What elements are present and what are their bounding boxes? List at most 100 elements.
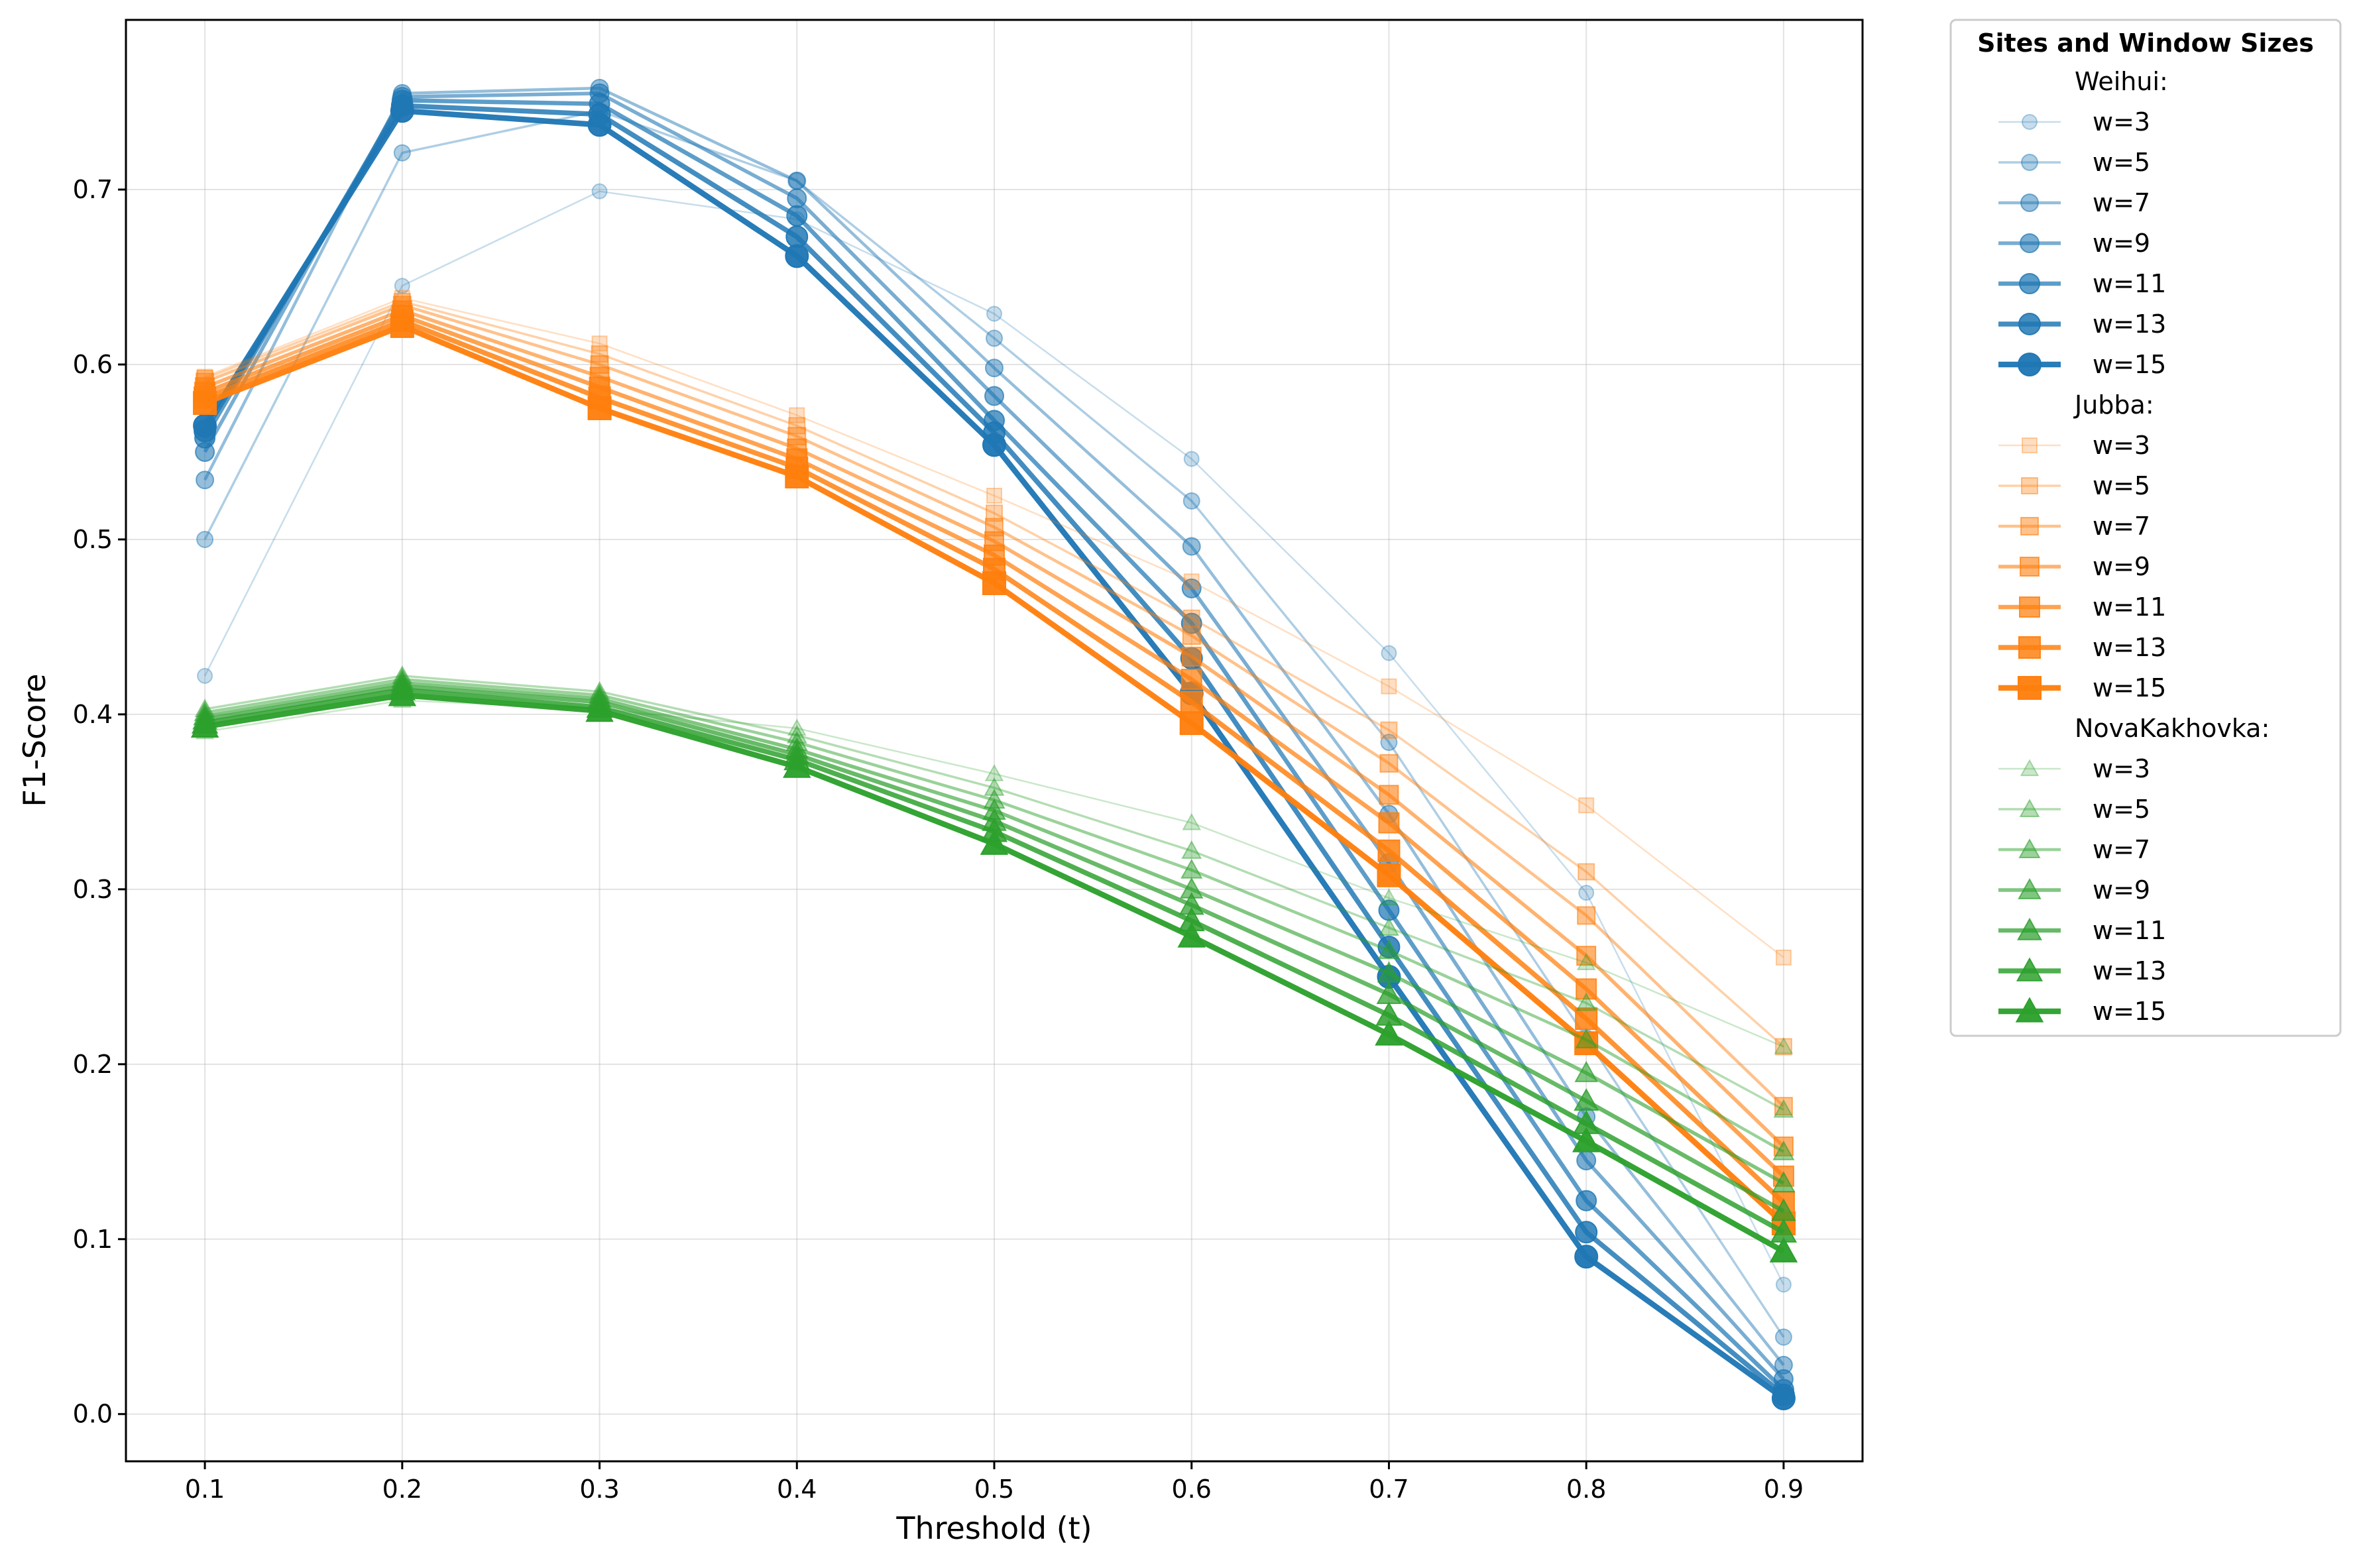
legend-header-jubba: Jubba: [2073, 390, 2154, 420]
data-point-jubba [982, 571, 1006, 595]
data-point-novakakhovka [585, 697, 614, 722]
x-tick-label: 0.7 [1369, 1475, 1409, 1504]
series-jubba-w3 [197, 290, 1792, 966]
data-point-weihui [1576, 1190, 1597, 1211]
data-point-weihui [1578, 885, 1595, 901]
y-tick-label: 0.7 [73, 175, 113, 204]
data-point-jubba [986, 487, 1002, 504]
data-point-jubba [1377, 863, 1401, 887]
data-point-novakakhovka [1379, 888, 1399, 906]
legend-marker [2017, 917, 2042, 940]
legend-marker [2018, 877, 2042, 899]
data-point-novakakhovka [1572, 1127, 1601, 1152]
data-point-novakakhovka [1377, 939, 1401, 960]
x-tick-label: 0.1 [185, 1475, 225, 1504]
data-point-jubba [1179, 711, 1204, 736]
data-point-novakakhovka [1769, 1237, 1798, 1262]
data-point-weihui [1574, 1245, 1599, 1269]
data-point-weihui [986, 306, 1002, 322]
legend-entry-label: w=11 [2093, 592, 2166, 622]
data-point-novakakhovka [1576, 953, 1596, 970]
legend-entry-label: w=9 [2093, 875, 2150, 905]
data-point-jubba [1774, 1097, 1793, 1116]
y-tick-label: 0.2 [73, 1050, 113, 1079]
data-point-jubba [1578, 797, 1595, 814]
series-line-jubba [204, 300, 1785, 1048]
data-point-novakakhovka [190, 712, 219, 738]
data-point-weihui [1775, 1276, 1792, 1293]
data-point-jubba [1377, 839, 1401, 862]
data-point-novakakhovka [1773, 1099, 1794, 1118]
data-point-weihui [1575, 1221, 1598, 1244]
y-tick-label: 0.4 [73, 700, 113, 729]
legend-entry-label: w=13 [2093, 309, 2166, 339]
series-line-jubba [204, 303, 1785, 1107]
data-point-jubba [390, 313, 414, 338]
data-point-weihui [785, 244, 809, 268]
data-point-jubba [1183, 573, 1200, 590]
y-axis-ticks: 0.0 0.1 0.2 0.3 0.4 0.5 0.6 0.7 [73, 175, 126, 1429]
data-point-jubba [785, 464, 809, 488]
data-point-novakakhovka [1181, 840, 1202, 859]
data-point-weihui [394, 278, 410, 294]
data-point-weihui [1182, 492, 1200, 510]
series-line-weihui [203, 190, 1785, 1285]
legend-entry-label: w=9 [2093, 229, 2150, 258]
x-tick-label: 0.5 [974, 1475, 1014, 1504]
series-jubba-w7 [196, 296, 1793, 1116]
data-point-novakakhovka [1772, 1140, 1795, 1160]
data-point-jubba [1181, 646, 1202, 667]
x-axis-label: Threshold (t) [895, 1510, 1092, 1546]
legend-marker [2022, 437, 2038, 453]
data-point-jubba [1775, 949, 1792, 966]
legend-marker [2018, 353, 2042, 376]
legend-marker [2018, 313, 2041, 335]
y-axis-label: F1-Score [17, 673, 52, 807]
data-point-novakakhovka [1576, 992, 1597, 1011]
data-point-novakakhovka [1378, 917, 1399, 936]
y-tick-label: 0.0 [73, 1400, 113, 1429]
data-point-jubba [1379, 754, 1399, 773]
legend-entry-label: w=5 [2093, 148, 2150, 177]
data-point-weihui [197, 667, 213, 684]
data-point-jubba [1578, 863, 1595, 881]
data-point-jubba [1379, 785, 1399, 805]
data-point-novakakhovka [1574, 1060, 1598, 1082]
x-axis-ticks: 0.1 0.2 0.3 0.4 0.5 0.6 0.7 0.8 0.9 [185, 1461, 1804, 1504]
data-point-jubba [789, 407, 805, 423]
data-point-weihui [984, 386, 1004, 406]
legend-marker [2021, 154, 2038, 171]
data-point-weihui [986, 329, 1003, 347]
data-point-jubba [1575, 1007, 1598, 1031]
data-point-weihui [985, 359, 1004, 378]
data-point-weihui [982, 433, 1006, 457]
data-point-jubba [193, 391, 217, 416]
data-point-novakakhovka [787, 718, 807, 736]
data-point-jubba [1577, 906, 1596, 925]
legend-marker [2022, 114, 2038, 130]
legend: Sites and Window Sizes Weihui: w=3 w=5 w=7 w… [1949, 19, 2342, 1037]
data-point-novakakhovka [1772, 1171, 1796, 1193]
data-point-weihui [1380, 734, 1398, 752]
plot-series [190, 78, 1798, 1410]
data-point-novakakhovka [783, 752, 811, 778]
legend-title: Sites and Window Sizes [1977, 28, 2314, 58]
data-point-weihui [393, 144, 411, 162]
data-point-jubba [1576, 978, 1597, 1000]
data-point-novakakhovka [1177, 922, 1206, 948]
data-point-novakakhovka [984, 763, 1004, 781]
data-point-weihui [787, 171, 807, 190]
legend-marker [2020, 517, 2039, 535]
legend-entry-label: w=15 [2093, 350, 2166, 379]
data-point-novakakhovka [388, 681, 417, 706]
data-point-jubba [1378, 812, 1400, 834]
data-point-jubba [1182, 609, 1200, 627]
data-point-weihui [1576, 1150, 1597, 1170]
data-point-jubba [587, 396, 612, 420]
legend-entry-label: w=13 [2093, 633, 2166, 662]
legend-marker [2021, 477, 2038, 494]
data-point-jubba [1774, 1038, 1792, 1056]
series-line-jubba [204, 297, 1784, 958]
legend-header-weihui: Weihui: [2075, 67, 2168, 96]
